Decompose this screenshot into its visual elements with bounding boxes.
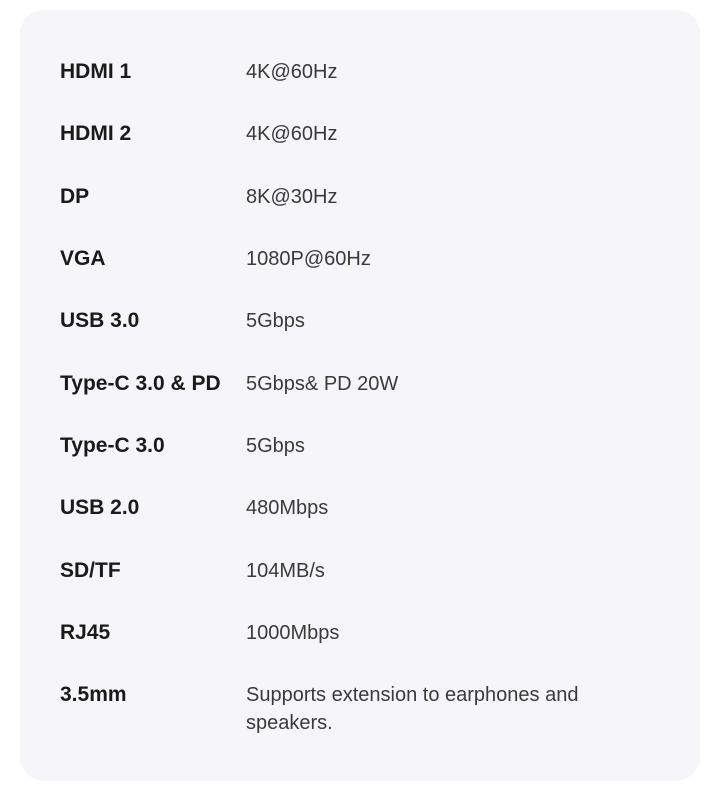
spec-label: SD/TF [60,557,246,585]
spec-label: DP [60,183,246,211]
spec-value: 1000Mbps [246,619,339,647]
spec-row: VGA 1080P@60Hz [60,245,660,273]
spec-label: VGA [60,245,246,273]
spec-value: 5Gbps [246,432,305,460]
spec-value: 1080P@60Hz [246,245,371,273]
spec-row: RJ45 1000Mbps [60,619,660,647]
spec-row: HDMI 2 4K@60Hz [60,120,660,148]
spec-card: HDMI 1 4K@60Hz HDMI 2 4K@60Hz DP 8K@30Hz… [20,10,700,781]
spec-label: Type-C 3.0 & PD [60,370,246,398]
spec-value: 4K@60Hz [246,58,337,86]
spec-label: 3.5mm [60,681,246,709]
spec-value: Supports extension to earphones and spea… [246,681,606,737]
spec-row: 3.5mm Supports extension to earphones an… [60,681,660,737]
spec-row: DP 8K@30Hz [60,183,660,211]
spec-row: SD/TF 104MB/s [60,557,660,585]
spec-label: RJ45 [60,619,246,647]
spec-label: USB 2.0 [60,494,246,522]
spec-row: Type-C 3.0 & PD 5Gbps& PD 20W [60,370,660,398]
spec-row: Type-C 3.0 5Gbps [60,432,660,460]
spec-row: HDMI 1 4K@60Hz [60,58,660,86]
spec-label: HDMI 2 [60,120,246,148]
spec-label: Type-C 3.0 [60,432,246,460]
spec-value: 8K@30Hz [246,183,337,211]
spec-label: HDMI 1 [60,58,246,86]
spec-value: 5Gbps& PD 20W [246,370,398,398]
spec-value: 5Gbps [246,307,305,335]
spec-value: 480Mbps [246,494,328,522]
spec-value: 104MB/s [246,557,325,585]
spec-row: USB 2.0 480Mbps [60,494,660,522]
spec-label: USB 3.0 [60,307,246,335]
spec-row: USB 3.0 5Gbps [60,307,660,335]
spec-value: 4K@60Hz [246,120,337,148]
